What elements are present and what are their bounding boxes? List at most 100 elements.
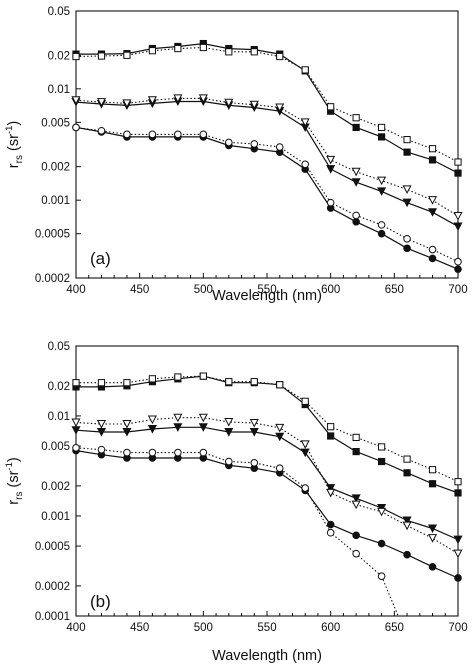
series-line-filled-square (76, 375, 458, 494)
data-point-open-triangle-down (224, 98, 234, 108)
data-point-open-triangle-down (275, 103, 285, 113)
data-point-filled-square (428, 156, 437, 164)
data-point-open-triangle-down (377, 507, 387, 517)
data-point-open-circle (148, 448, 157, 457)
y-tick-label: 0.005 (41, 441, 70, 453)
data-point-open-square (403, 455, 411, 463)
data-point-open-triangle-down (147, 415, 157, 425)
data-point-filled-square (454, 489, 462, 497)
data-point-open-circle (225, 138, 233, 147)
data-point-filled-triangle-down (198, 423, 208, 432)
data-point-open-square (174, 373, 182, 381)
data-point-open-circle (97, 445, 106, 454)
data-point-open-square (327, 423, 335, 431)
data-point-open-triangle-down (300, 118, 310, 127)
data-point-filled-circle (352, 531, 360, 540)
data-point-filled-triangle-down (249, 428, 259, 437)
data-point-open-square (225, 378, 233, 386)
y-title-symbol: r (6, 163, 22, 168)
x-tick-label: 600 (321, 622, 340, 634)
data-point-filled-square (352, 123, 360, 132)
data-point-open-triangle-down (198, 413, 208, 423)
y-tick-label: 0.0005 (35, 541, 70, 553)
series-tail-open-circle (381, 575, 399, 616)
data-point-open-square (250, 378, 258, 386)
data-point-open-circle (174, 130, 182, 139)
data-point-open-triangle-down (198, 94, 208, 103)
series-line-filled-square (76, 42, 458, 174)
data-point-open-circle (403, 234, 411, 243)
y-title-symbol: r (6, 500, 22, 505)
data-point-open-triangle-down (147, 96, 157, 105)
data-point-open-square (72, 379, 80, 387)
data-point-open-triangle-down (71, 418, 81, 428)
series-group (76, 375, 458, 616)
panel-label: (b) (90, 592, 111, 611)
data-point-filled-triangle-down (326, 165, 336, 174)
data-point-open-triangle-down (300, 440, 310, 449)
y-tick-label: 0.0005 (35, 229, 70, 241)
data-point-filled-triangle-down (326, 484, 336, 493)
panel-b-chart: 400 450 500 550 600 650 700 0.0001 0.0002 0.0005 0… (4, 341, 468, 664)
data-point-open-circle (326, 198, 335, 207)
data-point-open-circle (97, 126, 106, 135)
data-point-open-circle (72, 444, 80, 452)
data-point-open-triangle-down (351, 167, 361, 177)
data-point-filled-triangle-down (351, 494, 361, 503)
data-point-filled-circle (428, 254, 437, 263)
x-tick-label: 500 (194, 284, 213, 296)
data-point-open-circle (275, 464, 284, 473)
panel-label: (a) (90, 249, 111, 268)
data-point-open-square (123, 51, 131, 59)
x-tick-label: 450 (130, 622, 149, 634)
data-point-open-circle (199, 130, 208, 139)
data-point-open-square (123, 379, 131, 387)
x-tick-label: 650 (385, 284, 404, 296)
x-tick-label: 550 (257, 622, 276, 634)
data-point-filled-triangle-down (402, 198, 412, 208)
y-title-subscript: rs (14, 492, 25, 500)
data-point-open-square (225, 48, 233, 56)
data-point-open-triangle-down (224, 417, 234, 427)
y-title-unit: (sr (6, 470, 22, 491)
data-point-open-triangle-down (122, 420, 132, 429)
data-point-open-square (454, 158, 462, 166)
data-point-open-square (97, 379, 106, 387)
data-point-open-triangle-down (428, 196, 438, 205)
data-point-filled-circle (428, 563, 437, 571)
x-tick-label: 450 (130, 284, 149, 296)
data-point-open-square (199, 372, 207, 380)
data-point-open-triangle-down (402, 521, 412, 531)
data-point-filled-circle (326, 520, 335, 529)
data-point-open-triangle-down (377, 176, 387, 186)
x-tick-label: 500 (194, 622, 213, 634)
data-point-open-circle (377, 572, 386, 580)
data-point-open-circle (454, 257, 462, 266)
data-point-filled-circle (377, 229, 386, 238)
data-point-open-circle (174, 448, 182, 457)
data-point-open-circle (301, 484, 310, 492)
data-point-open-circle (123, 130, 131, 139)
y-tick-label: 0.05 (48, 341, 70, 353)
y-title-superscript: -1 (4, 462, 15, 470)
data-point-filled-square (428, 480, 437, 488)
data-point-open-circle (352, 549, 360, 558)
data-point-open-square (403, 135, 411, 144)
data-point-open-circle (301, 160, 310, 169)
series-line-open-triangle-down (76, 97, 458, 217)
data-point-open-triangle-down (96, 98, 106, 107)
data-point-open-square (352, 114, 360, 122)
series-line-open-triangle-down (76, 417, 458, 555)
data-point-open-circle (326, 528, 335, 537)
x-tick-label: 700 (448, 284, 467, 296)
data-point-open-circle (225, 457, 233, 466)
data-point-open-square (72, 52, 80, 61)
data-point-filled-circle (454, 574, 462, 582)
data-point-open-triangle-down (71, 96, 81, 105)
y-tick-label: 0.0002 (35, 581, 70, 593)
series-line-filled-triangle-down (76, 100, 458, 228)
data-point-open-triangle-down (249, 418, 259, 428)
y-tick-label: 0.005 (41, 117, 70, 129)
y-tick-label: 0.02 (48, 381, 70, 393)
